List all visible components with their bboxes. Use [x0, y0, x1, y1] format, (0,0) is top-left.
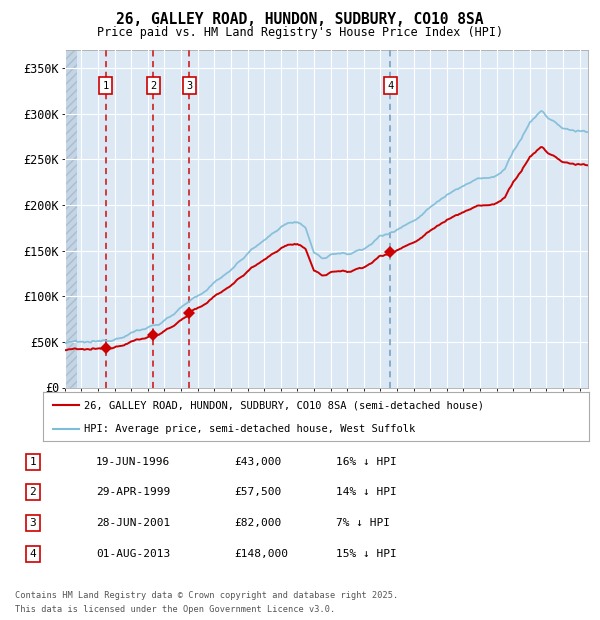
- Text: 3: 3: [186, 81, 192, 91]
- Text: 15% ↓ HPI: 15% ↓ HPI: [336, 549, 397, 559]
- Bar: [65, 50, 77, 388]
- Text: 19-JUN-1996: 19-JUN-1996: [96, 457, 170, 467]
- Text: 7% ↓ HPI: 7% ↓ HPI: [336, 518, 390, 528]
- Text: 1: 1: [103, 81, 109, 91]
- Text: £82,000: £82,000: [234, 518, 281, 528]
- Text: 14% ↓ HPI: 14% ↓ HPI: [336, 487, 397, 497]
- Text: 4: 4: [29, 549, 37, 559]
- Text: 28-JUN-2001: 28-JUN-2001: [96, 518, 170, 528]
- Text: Contains HM Land Registry data © Crown copyright and database right 2025.: Contains HM Land Registry data © Crown c…: [15, 591, 398, 600]
- Text: 3: 3: [29, 518, 37, 528]
- Text: £57,500: £57,500: [234, 487, 281, 497]
- Text: 4: 4: [387, 81, 393, 91]
- Text: 2: 2: [150, 81, 157, 91]
- Text: 26, GALLEY ROAD, HUNDON, SUDBURY, CO10 8SA: 26, GALLEY ROAD, HUNDON, SUDBURY, CO10 8…: [116, 12, 484, 27]
- Text: 1: 1: [29, 457, 37, 467]
- Text: Price paid vs. HM Land Registry's House Price Index (HPI): Price paid vs. HM Land Registry's House …: [97, 26, 503, 39]
- Text: £43,000: £43,000: [234, 457, 281, 467]
- Text: £148,000: £148,000: [234, 549, 288, 559]
- Text: 16% ↓ HPI: 16% ↓ HPI: [336, 457, 397, 467]
- Text: 29-APR-1999: 29-APR-1999: [96, 487, 170, 497]
- Text: HPI: Average price, semi-detached house, West Suffolk: HPI: Average price, semi-detached house,…: [84, 424, 415, 434]
- Text: This data is licensed under the Open Government Licence v3.0.: This data is licensed under the Open Gov…: [15, 604, 335, 614]
- Text: 2: 2: [29, 487, 37, 497]
- Text: 26, GALLEY ROAD, HUNDON, SUDBURY, CO10 8SA (semi-detached house): 26, GALLEY ROAD, HUNDON, SUDBURY, CO10 8…: [84, 401, 484, 410]
- Text: 01-AUG-2013: 01-AUG-2013: [96, 549, 170, 559]
